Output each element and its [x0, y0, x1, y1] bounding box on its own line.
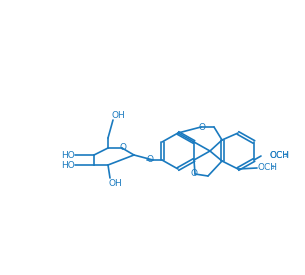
Text: $_3$: $_3$: [283, 152, 288, 161]
Text: OCH: OCH: [270, 152, 290, 161]
Text: O: O: [199, 122, 206, 131]
Text: O: O: [120, 144, 127, 153]
Text: O: O: [146, 155, 153, 164]
Text: OCH: OCH: [257, 164, 277, 172]
Text: OH: OH: [108, 178, 122, 188]
Text: OH: OH: [111, 111, 125, 120]
Text: $_3$: $_3$: [270, 164, 275, 172]
Text: HO: HO: [61, 161, 75, 169]
Text: HO: HO: [61, 150, 75, 160]
Text: O: O: [191, 169, 198, 177]
Text: OCH: OCH: [270, 152, 290, 161]
